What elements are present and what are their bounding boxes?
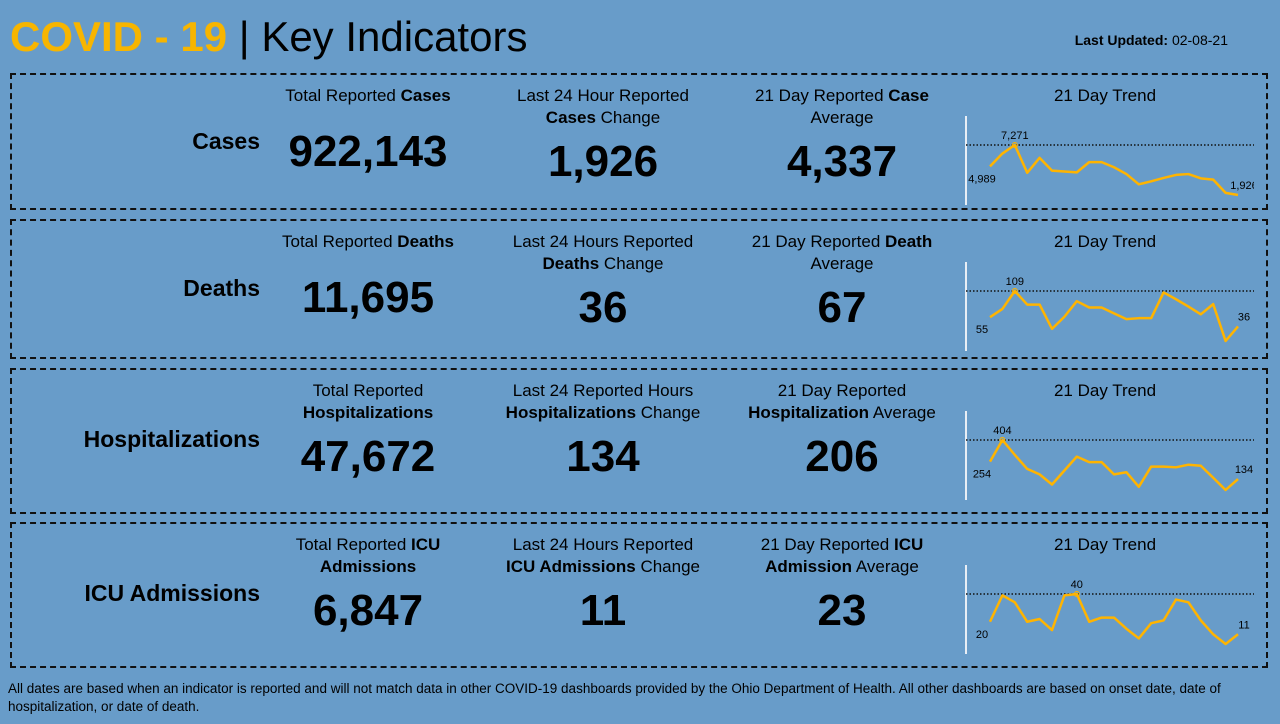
- change-heading: Last 24 Hours Reported Deaths Change: [512, 232, 694, 273]
- total-column: Total Reported Deaths 11,695: [253, 231, 483, 323]
- average-heading: 21 Day Reported Hospitalization Average: [748, 381, 936, 422]
- trend-sparkline: 55 109 36: [965, 262, 1254, 351]
- average-heading: 21 Day Reported Death Average: [751, 232, 933, 273]
- row-label: Hospitalizations: [83, 426, 260, 452]
- start-label: 4,989: [968, 173, 996, 185]
- change-value: 36: [578, 283, 628, 332]
- change-heading: Last 24 Hours Reported ICU Admissions Cha…: [505, 535, 700, 576]
- trend-line: [988, 438, 1239, 492]
- change-heading: Last 24 Hour Reported Cases Change: [517, 86, 689, 127]
- change-column: Last 24 Hours Reported ICU Admissions Cha…: [488, 534, 718, 636]
- trend-point: [1011, 288, 1018, 294]
- change-column: Last 24 Hour Reported Cases Change 1,926: [488, 85, 718, 187]
- last-updated: Last Updated: 02-08-21: [1074, 32, 1228, 48]
- indicator-row-cases: [10, 73, 1268, 210]
- start-label: 254: [973, 469, 991, 481]
- footer-note: All dates are based when an indicator is…: [8, 681, 1221, 714]
- average-value: 67: [817, 283, 867, 332]
- change-value: 1,926: [547, 137, 659, 186]
- total-heading: Total Reported Deaths: [282, 232, 454, 251]
- change-column: Last 24 Reported Hours Hospitalizations C…: [488, 380, 718, 482]
- end-label: 36: [1238, 311, 1250, 323]
- total-heading: Total Reported ICU Admissions: [295, 535, 441, 576]
- average-column: 21 Day Reported Hospitalization Average 20…: [726, 380, 958, 482]
- trend-point: [1011, 142, 1018, 148]
- average-value: 4,337: [786, 137, 898, 186]
- page-title: COVID - 19 | Key Indicators: [10, 13, 528, 60]
- change-value: 134: [566, 432, 640, 481]
- max-label: 404: [993, 425, 1011, 437]
- total-value: 11,695: [301, 273, 435, 322]
- total-value: 47,672: [300, 432, 436, 481]
- total-column: Total Reported Cases 922,143: [253, 85, 483, 177]
- max-label: 40: [1071, 579, 1083, 591]
- average-column: 21 Day Reported Death Average 67: [726, 231, 958, 333]
- average-value: 206: [805, 432, 879, 481]
- indicator-row-hospitalizations: [10, 368, 1268, 514]
- total-heading: Total Reported Cases: [285, 86, 451, 105]
- total-heading: Total Reported Hospitalizations: [302, 381, 434, 422]
- average-heading: 21 Day Reported ICU Admission Average: [760, 535, 924, 576]
- row-label: Cases: [192, 128, 260, 154]
- row-label: Deaths: [183, 275, 260, 301]
- average-value: 23: [817, 586, 867, 635]
- average-column: 21 Day Reported Case Average 4,337: [726, 85, 958, 187]
- average-heading: 21 Day Reported Case Average: [755, 86, 929, 127]
- trend-sparkline: 254 404 134: [965, 411, 1254, 500]
- end-label: 11: [1238, 619, 1249, 631]
- total-column: Total Reported Hospitalizations 47,672: [253, 380, 483, 482]
- trend-point: [999, 437, 1006, 443]
- total-column: Total Reported ICU Admissions 6,847: [253, 534, 483, 636]
- trend-title: 21 Day Trend: [1053, 232, 1157, 251]
- trend-line: [988, 592, 1239, 646]
- trend-sparkline: 20 40 11: [965, 565, 1254, 654]
- end-label: 1,926: [1230, 180, 1254, 192]
- start-label: 20: [976, 629, 988, 641]
- indicator-row-icu-admissions: [10, 522, 1268, 668]
- max-label: 7,271: [1001, 130, 1029, 142]
- trend-line: [989, 143, 1239, 197]
- change-heading: Last 24 Reported Hours Hospitalizations C…: [505, 381, 701, 422]
- row-label: ICU Admissions: [84, 580, 260, 606]
- trend-title: 21 Day Trend: [1053, 86, 1157, 105]
- average-column: 21 Day Reported ICU Admission Average 23: [726, 534, 958, 636]
- trend-line: [989, 289, 1239, 343]
- end-label: 134: [1235, 464, 1253, 476]
- trend-title: 21 Day Trend: [1053, 535, 1157, 554]
- total-value: 922,143: [288, 127, 448, 176]
- trend-sparkline: 4,989 7,271 1,926: [965, 116, 1254, 205]
- start-label: 55: [976, 324, 988, 336]
- trend-title: 21 Day Trend: [1053, 381, 1157, 400]
- max-label: 109: [1006, 276, 1024, 288]
- change-value: 11: [579, 586, 627, 635]
- change-column: Last 24 Hours Reported Deaths Change 36: [488, 231, 718, 333]
- indicator-row-deaths: [10, 219, 1268, 359]
- trend-point: [1073, 591, 1080, 597]
- total-value: 6,847: [312, 586, 424, 635]
